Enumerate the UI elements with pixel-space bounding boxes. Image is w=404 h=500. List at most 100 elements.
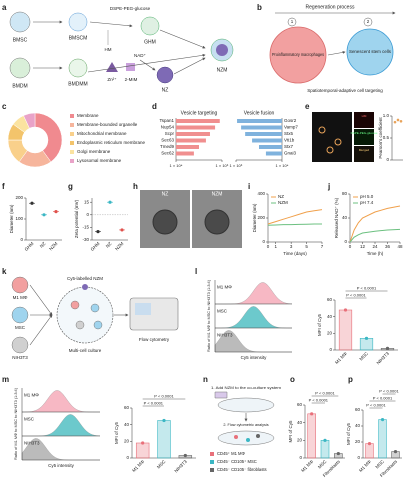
zn-icon (106, 62, 118, 72)
category-label: Tspan1 (159, 118, 174, 123)
x-tick-label: 1 × 10⁶ (216, 163, 229, 168)
category-label: Vamp7 (284, 125, 298, 130)
x-tick-label: 5 (305, 244, 308, 249)
step-marker (287, 17, 297, 27)
legend-label: Membrane (77, 113, 99, 118)
y-axis-label: MFI of Cy5 (346, 423, 351, 446)
row-label: MSC (24, 416, 35, 421)
image-label: Merged (359, 148, 370, 152)
category-label: Sec62 (161, 151, 174, 156)
y-axis-label: Zeta potential (mV) (74, 199, 79, 238)
label: Cy5-labelled NZM (67, 276, 103, 281)
y-axis-label: MFI of Cy5 (317, 314, 322, 337)
label: Regeneration process (306, 4, 355, 10)
arrow (159, 29, 206, 49)
core (216, 44, 228, 56)
legend-label: Mitochondrial membrane (77, 131, 127, 136)
label: HM (105, 47, 112, 52)
y-axis-label: Pearson's coefficient (378, 117, 383, 159)
p-value: P < 0.0001 (144, 401, 164, 406)
cell (68, 58, 88, 78)
label: Zn²⁺ (107, 77, 117, 82)
panel-label: i (248, 182, 250, 191)
dish (214, 391, 228, 399)
y-tick-label: 0 (20, 237, 23, 242)
x-tick-label: GHM (24, 241, 35, 252)
legend-label: Lysosomal membrane (77, 158, 122, 163)
particle (326, 146, 334, 154)
y-axis-label: Ratio of M1 MΦ to MSC to NIH3T3 (1:3:4) (207, 279, 211, 352)
row-label: NIH3T3 (24, 440, 40, 445)
data-point (393, 450, 398, 454)
cell (9, 57, 31, 79)
y-tick-label: 0 (386, 157, 389, 162)
cell (11, 336, 29, 354)
cell (90, 303, 100, 313)
bar (176, 145, 199, 149)
label: 1. Add NZM to the co-culture system (211, 386, 281, 390)
y-tick-label: 0 (357, 455, 360, 460)
y-tick-label: -15 (82, 225, 89, 230)
y-tick-label: 60 (124, 405, 130, 410)
y-tick-label: 1.0 (383, 113, 390, 118)
label: GHM (144, 39, 156, 45)
x-tick-label: 0 (267, 244, 270, 249)
panel-label: e (305, 102, 310, 111)
particle (334, 138, 342, 146)
x-tick-label: NZM (114, 241, 125, 252)
bar (176, 138, 206, 143)
x-tick-label: NIH3T3 (173, 459, 188, 474)
y-tick-label: 100 (15, 216, 23, 221)
category-label: Gosr2 (284, 118, 297, 123)
cell (93, 320, 103, 330)
bar (252, 138, 282, 143)
line-series (267, 223, 322, 226)
legend-label: Membrane-bounded organelle (77, 122, 138, 127)
y-tick-label: 60 (327, 297, 333, 302)
data-point (364, 336, 369, 340)
label: BMDM (12, 83, 27, 89)
x-axis-label: Cy5 intensity (241, 355, 268, 360)
x-tick-label: 1 × 10⁴ (276, 163, 289, 168)
label: Senescent stem cells (349, 49, 392, 54)
legend-swatch (70, 132, 74, 136)
panel-label: p (348, 375, 353, 384)
y-tick-label: 40 (355, 423, 361, 428)
y-tick-label: 200 (257, 215, 265, 220)
y-tick-label: 0 (126, 455, 129, 460)
x-tick-label: M1 MΦ (358, 459, 372, 473)
step-marker (363, 17, 373, 27)
y-tick-label: 20 (297, 438, 303, 443)
y-axis-label: Ratio of M1 MΦ to MSC to NIH3T3 (1:3:4) (14, 387, 18, 460)
micrograph (354, 112, 374, 128)
data-point (310, 412, 314, 416)
cell (140, 16, 160, 36)
panel-label: d (152, 102, 157, 111)
label: 2-MIM (125, 77, 138, 82)
x-tick-label: MSC (317, 458, 328, 469)
cell (11, 276, 29, 294)
data-point (120, 228, 124, 232)
x-tick-label: 12 (360, 244, 366, 249)
image-label: NZM (212, 191, 223, 197)
p-value: P < 0.0001 (315, 391, 335, 396)
x-tick-label: 1 (274, 244, 277, 249)
panel-label: c (2, 102, 7, 111)
bar (259, 145, 282, 149)
label: NZM (217, 67, 228, 73)
core (82, 284, 88, 290)
panel-label: n (203, 375, 208, 384)
cell (256, 434, 260, 438)
legend-swatch (70, 114, 74, 118)
label: NIH3T3 (12, 355, 28, 360)
cell (9, 11, 31, 33)
culture-plate (217, 397, 275, 413)
particle (318, 126, 326, 134)
y-tick-label: 60 (355, 407, 361, 412)
image-label: HM (362, 114, 367, 118)
row-label: MSC (217, 308, 228, 313)
cell (70, 300, 80, 310)
row-label: NIH3T3 (217, 332, 233, 337)
cell (234, 435, 238, 439)
category-label: Stx5 (284, 131, 294, 136)
